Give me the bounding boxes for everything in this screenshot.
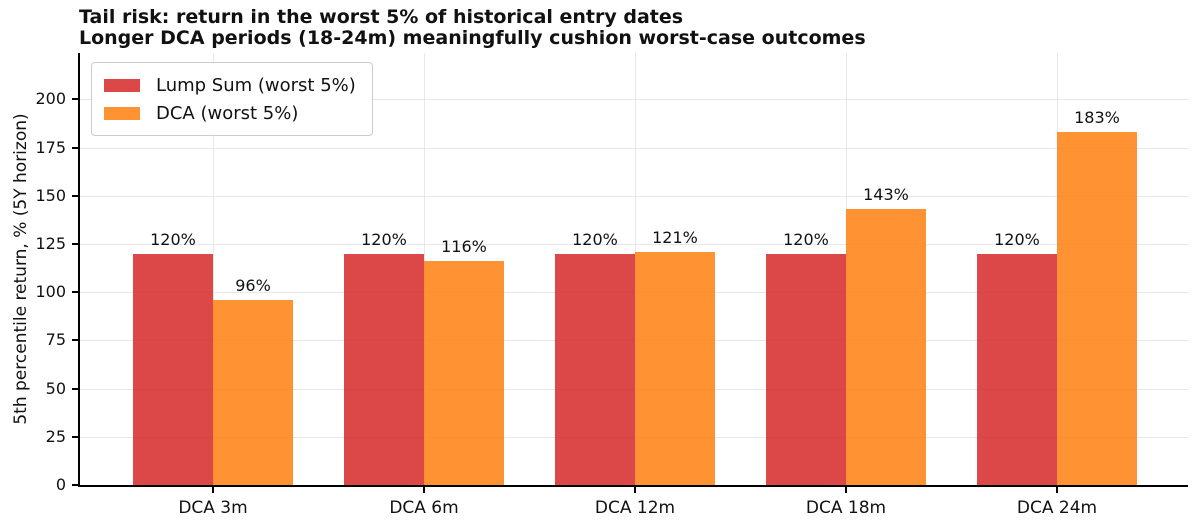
y-tick-label-200: 200 [35, 89, 66, 109]
y-tick-175 [72, 146, 78, 149]
legend-swatch-lump-sum-icon [104, 78, 140, 92]
bar-value-label-dca-dca-18m: 143% [863, 185, 909, 205]
bar-dca-dca-6m [424, 261, 504, 485]
x-tick-dca-12m [634, 487, 636, 493]
y-tick-label-75: 75 [45, 330, 66, 350]
bar-value-label-lump-sum-dca-24m: 120% [994, 229, 1040, 249]
x-tick-dca-18m [845, 487, 847, 493]
bar-lump-sum-dca-12m [555, 253, 635, 485]
bar-lump-sum-dca-3m [133, 253, 213, 485]
legend-swatch-dca-icon [104, 106, 140, 120]
bar-value-label-lump-sum-dca-12m: 120% [572, 229, 618, 249]
y-tick-0 [72, 484, 78, 486]
bar-value-label-dca-dca-6m: 116% [441, 237, 487, 257]
y-tick-25 [72, 435, 78, 438]
bar-lump-sum-dca-6m [344, 253, 424, 485]
bar-dca-dca-24m [1057, 132, 1137, 485]
x-tick-dca-6m [423, 487, 425, 493]
bar-value-label-dca-dca-24m: 183% [1074, 108, 1120, 128]
bar-value-label-dca-dca-3m: 96% [235, 275, 271, 295]
bar-value-label-dca-dca-12m: 121% [652, 227, 698, 247]
y-tick-50 [72, 387, 78, 390]
y-tick-label-50: 50 [45, 378, 66, 398]
y-axis-spine [78, 53, 80, 487]
bar-dca-dca-18m [846, 209, 926, 485]
gridline-y-175 [80, 147, 1188, 149]
gridline-y-150 [80, 195, 1188, 197]
x-tick-label-dca-24m: DCA 24m [1016, 498, 1098, 518]
legend-item-lump-sum: Lump Sum (worst 5%) [104, 71, 356, 99]
chart-title-line-2: Longer DCA periods (18-24m) meaningfully… [79, 27, 866, 49]
y-tick-75 [72, 339, 78, 342]
bar-dca-dca-3m [213, 299, 293, 485]
gridline-y-125 [80, 243, 1188, 245]
gridline-y-200 [80, 99, 1188, 101]
gridline-x-dca-3m [213, 53, 214, 485]
bar-dca-dca-12m [635, 251, 715, 485]
x-tick-label-dca-6m: DCA 6m [389, 498, 459, 518]
bar-value-label-lump-sum-dca-18m: 120% [783, 229, 829, 249]
y-tick-label-125: 125 [35, 233, 66, 253]
x-tick-label-dca-3m: DCA 3m [178, 498, 248, 518]
x-tick-label-dca-18m: DCA 18m [805, 498, 887, 518]
x-axis-spine [78, 485, 1188, 487]
legend: Lump Sum (worst 5%) DCA (worst 5%) [91, 62, 373, 136]
bar-value-label-lump-sum-dca-3m: 120% [150, 229, 196, 249]
y-tick-label-100: 100 [35, 282, 66, 302]
y-tick-label-0: 0 [55, 475, 66, 494]
legend-label-lump-sum: Lump Sum (worst 5%) [156, 74, 356, 96]
chart-title: Tail risk: return in the worst 5% of his… [79, 7, 866, 49]
y-tick-200 [72, 98, 78, 101]
bar-lump-sum-dca-24m [977, 253, 1057, 485]
y-tick-100 [72, 291, 78, 294]
x-tick-label-dca-12m: DCA 12m [594, 498, 676, 518]
y-tick-label-150: 150 [35, 185, 66, 205]
y-tick-label-25: 25 [45, 426, 66, 446]
chart-title-line-1: Tail risk: return in the worst 5% of his… [79, 6, 684, 28]
bar-value-label-lump-sum-dca-6m: 120% [361, 229, 407, 249]
legend-item-dca: DCA (worst 5%) [104, 99, 356, 127]
bar-lump-sum-dca-18m [766, 253, 846, 485]
y-tick-label-175: 175 [35, 137, 66, 157]
y-tick-150 [72, 194, 78, 197]
y-tick-125 [72, 242, 78, 245]
legend-label-dca: DCA (worst 5%) [156, 102, 299, 124]
x-tick-dca-24m [1056, 487, 1058, 493]
x-tick-dca-3m [212, 487, 214, 493]
